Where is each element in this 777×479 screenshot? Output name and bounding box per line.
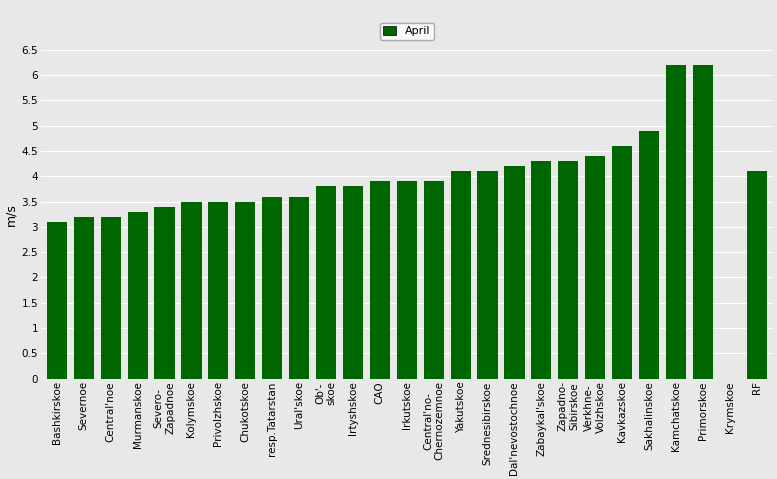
Y-axis label: m/s: m/s	[4, 203, 17, 226]
Bar	[612, 146, 632, 378]
Bar	[639, 131, 659, 378]
Bar	[397, 182, 417, 378]
Bar	[235, 202, 256, 378]
Bar	[262, 196, 282, 378]
Bar	[504, 166, 524, 378]
Bar	[208, 202, 228, 378]
Bar	[747, 171, 767, 378]
Bar	[370, 182, 390, 378]
Bar	[343, 186, 363, 378]
Bar	[181, 202, 201, 378]
Bar	[585, 156, 605, 378]
Bar	[101, 217, 120, 378]
Bar	[477, 171, 497, 378]
Bar	[451, 171, 471, 378]
Legend: April: April	[380, 23, 434, 40]
Bar	[127, 212, 148, 378]
Bar	[531, 161, 552, 378]
Bar	[155, 206, 175, 378]
Bar	[47, 222, 67, 378]
Bar	[316, 186, 336, 378]
Bar	[423, 182, 444, 378]
Bar	[74, 217, 94, 378]
Bar	[693, 65, 713, 378]
Bar	[289, 196, 309, 378]
Bar	[558, 161, 578, 378]
Bar	[666, 65, 686, 378]
